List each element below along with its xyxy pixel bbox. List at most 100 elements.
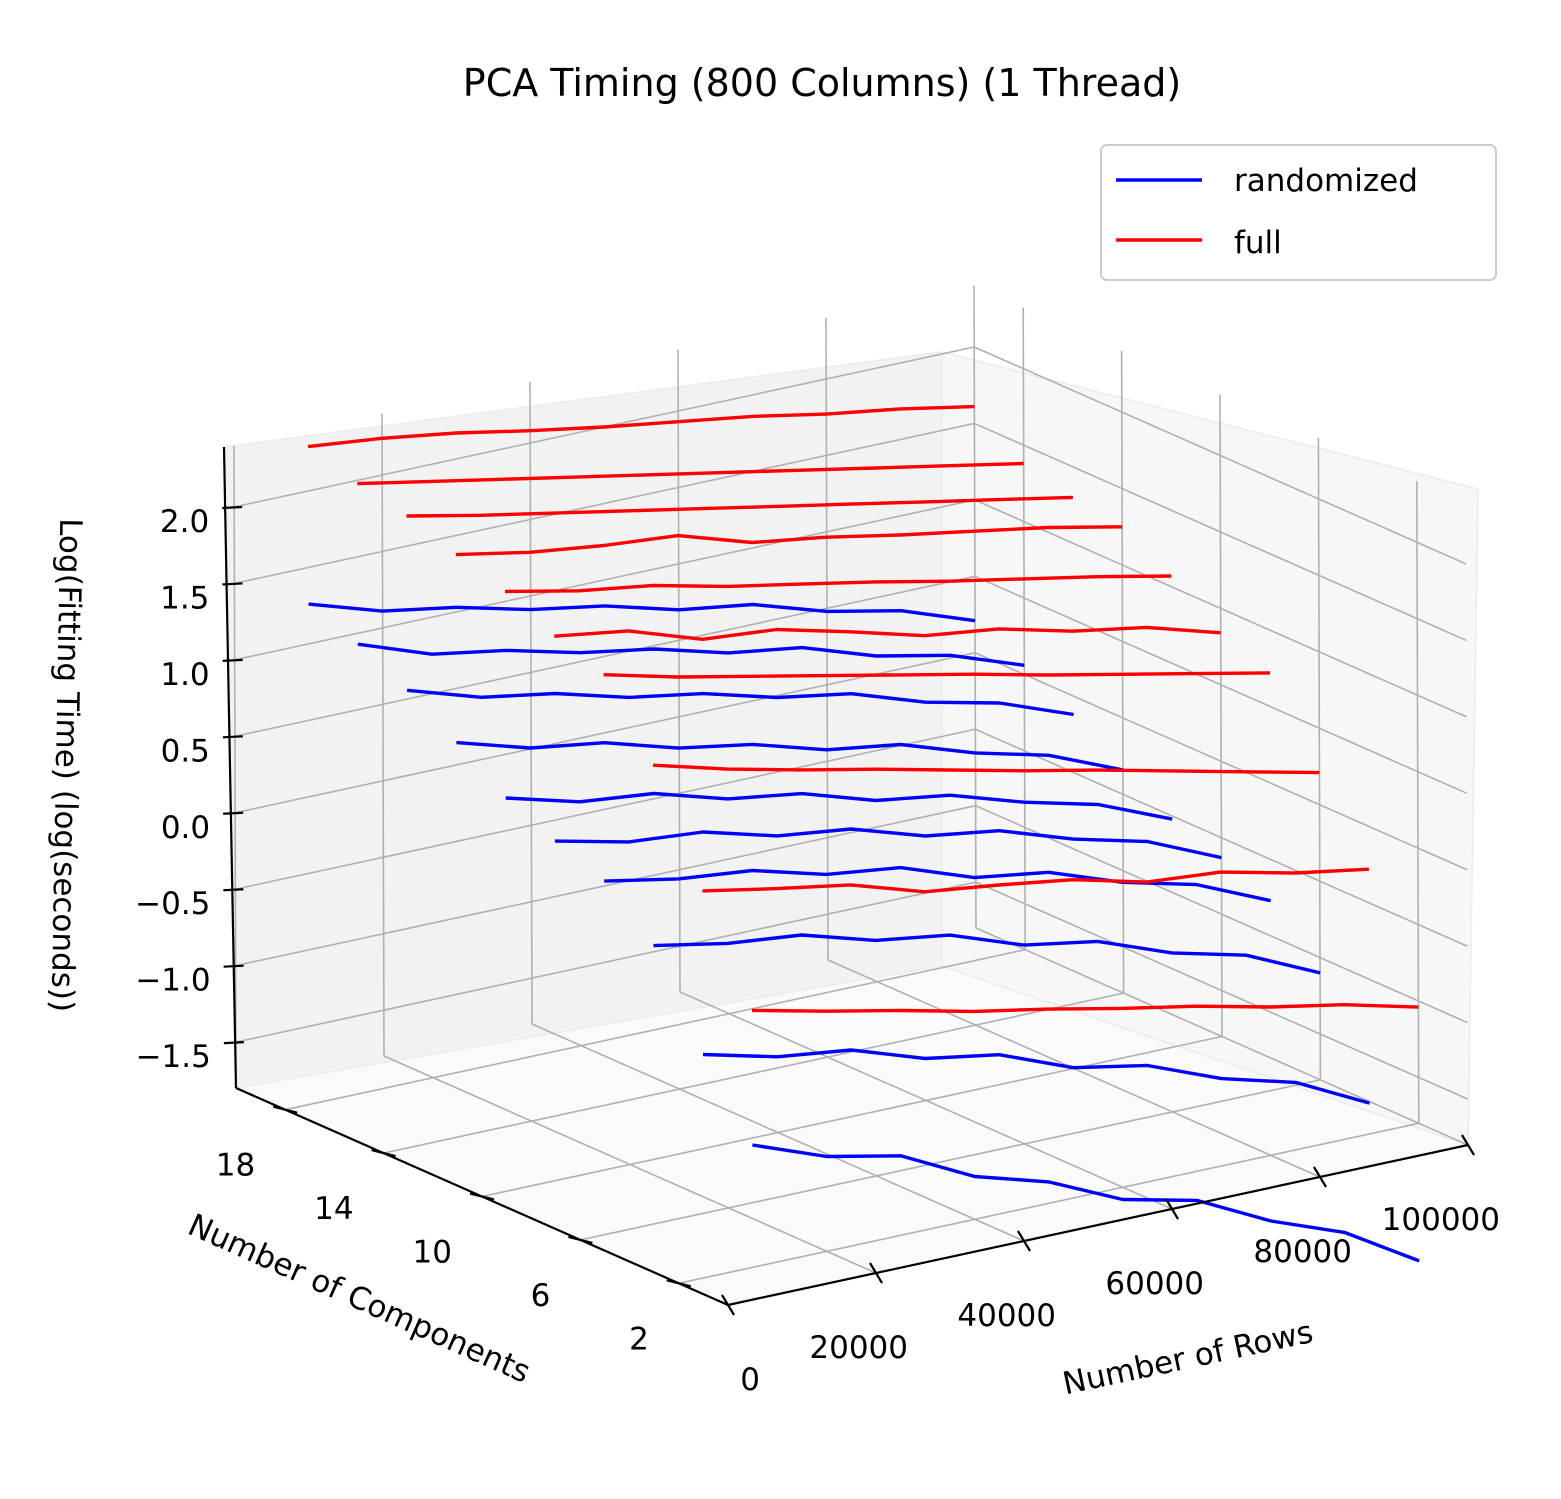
x-tick-mark <box>1017 1230 1031 1252</box>
y-tick-label: 2 <box>629 1321 649 1357</box>
grid-line-z <box>974 499 1467 718</box>
grid-line-z <box>234 575 976 738</box>
y-tick-mark <box>371 1149 396 1158</box>
series-line-full-2 <box>751 1003 1419 1014</box>
series-line-randomized-12 <box>505 791 1173 821</box>
series-line-full-16 <box>406 495 1073 518</box>
z-tick-label: 0.0 <box>161 810 210 846</box>
series-line-full-18 <box>357 461 1024 486</box>
y-tick-label: 18 <box>216 1148 255 1184</box>
grid-line-z <box>235 804 976 967</box>
grid-line-rows <box>529 381 533 1025</box>
z-tick-mark <box>222 505 243 510</box>
legend: randomized full <box>1100 144 1497 281</box>
grid-line-z <box>975 804 1468 1024</box>
grid-line-z <box>235 881 977 1043</box>
x-tick-mark <box>1165 1198 1179 1220</box>
series-line-full-8 <box>603 671 1271 679</box>
back-pane-left <box>223 351 943 1089</box>
z-tick-label: 1.0 <box>160 657 209 693</box>
grid-line-components <box>1416 481 1420 1124</box>
z-tick-label: 0.5 <box>161 733 210 769</box>
z-axis-label: Log(Fitting Time) (log(seconds)) <box>44 518 89 1012</box>
x-tick-label: 20000 <box>809 1330 908 1366</box>
grid-line-z <box>974 575 1468 795</box>
grid-line-components <box>481 1035 1223 1198</box>
y-tick-label: 14 <box>314 1191 353 1227</box>
x-axis-label: Number of Rows <box>1060 1314 1317 1402</box>
z-tick-mark <box>223 964 244 968</box>
grid-line-z <box>235 728 976 891</box>
series-line-randomized-14 <box>456 740 1124 772</box>
y-tick-mark <box>272 1105 298 1114</box>
series-lines <box>307 404 1420 1263</box>
grid-line-z <box>234 651 976 814</box>
x-tick-label: 60000 <box>1105 1266 1204 1302</box>
x-tick-mark <box>869 1262 883 1284</box>
z-tick-label: −0.5 <box>135 886 210 922</box>
grid-line-components <box>678 1122 1419 1285</box>
series-line-full-14 <box>455 525 1123 557</box>
z-tick-label: 1.5 <box>160 580 209 616</box>
series-line-randomized-16 <box>406 688 1074 717</box>
series-line-randomized-20 <box>308 602 976 623</box>
tick-labels: 0 20000 40000 60000 80000 100000 2 6 10 14 18 −1.5 −… <box>135 504 1500 1398</box>
series-line-randomized-10 <box>554 827 1222 860</box>
grid-line-components <box>1120 350 1125 994</box>
y-tick-label: 10 <box>413 1235 452 1271</box>
legend-label-full: full <box>1234 225 1282 261</box>
grid-line-z <box>234 499 975 661</box>
series-line-full-12 <box>504 574 1172 594</box>
x-tick-label: 100000 <box>1382 1202 1500 1238</box>
y-tick-label: 6 <box>531 1278 551 1314</box>
grid-line-rows <box>973 285 977 929</box>
y-axis-label: Number of Components <box>183 1207 536 1390</box>
z-tick-label: −1.5 <box>136 1039 211 1075</box>
z-tick-mark <box>222 735 243 739</box>
grid-line-z <box>973 346 1467 565</box>
z-tick-mark <box>223 1041 244 1045</box>
grid-line-z <box>234 422 975 585</box>
x-tick-label: 80000 <box>1253 1234 1352 1270</box>
grid-line-z <box>974 422 1467 642</box>
grid-line-components <box>1219 394 1223 1037</box>
series-line-full-10 <box>554 625 1221 641</box>
legend-label-randomized: randomized <box>1234 163 1418 199</box>
series-line-randomized-4 <box>702 1048 1371 1105</box>
grid-line-rows <box>381 413 385 1057</box>
z-tick-mark <box>222 658 243 662</box>
y-tick-mark <box>568 1235 593 1244</box>
chart-title: PCA Timing (800 Columns) (1 Thread) <box>463 61 1181 105</box>
x-tick-label: 40000 <box>957 1298 1056 1334</box>
z-tick-label: 2.0 <box>160 504 209 540</box>
y-tick-mark <box>666 1279 692 1288</box>
grid-line-z <box>975 881 1469 1100</box>
z-tick-mark <box>223 888 244 892</box>
grid-line-z <box>975 728 1468 947</box>
series-line-randomized-2 <box>752 1143 1420 1263</box>
z-tick-mark <box>222 582 243 586</box>
grid-line-rows <box>825 317 829 961</box>
z-axis-line <box>222 446 238 1089</box>
y-tick-mark <box>469 1192 495 1201</box>
z-tick-mark <box>223 811 244 815</box>
x-axis-line <box>727 1143 1469 1307</box>
x-tick-mark <box>721 1294 735 1316</box>
series-line-randomized-8 <box>604 865 1272 903</box>
series-line-randomized-6 <box>653 933 1321 975</box>
grid-line-rows <box>233 445 237 1089</box>
series-line-full-6 <box>652 763 1320 775</box>
grid-line-components <box>383 992 1124 1154</box>
grid-line-rows <box>677 349 681 993</box>
x-tick-mark <box>1313 1166 1327 1188</box>
series-line-randomized-18 <box>357 642 1025 667</box>
x-tick-label: 0 <box>740 1362 760 1398</box>
z-tick-label: −1.0 <box>135 963 210 999</box>
grid-line-z <box>974 652 1468 871</box>
x-tick-mark <box>1461 1134 1475 1156</box>
series-line-full-20 <box>307 404 975 449</box>
grid-line-components <box>580 1079 1321 1241</box>
grid-line-components <box>285 948 1026 1111</box>
